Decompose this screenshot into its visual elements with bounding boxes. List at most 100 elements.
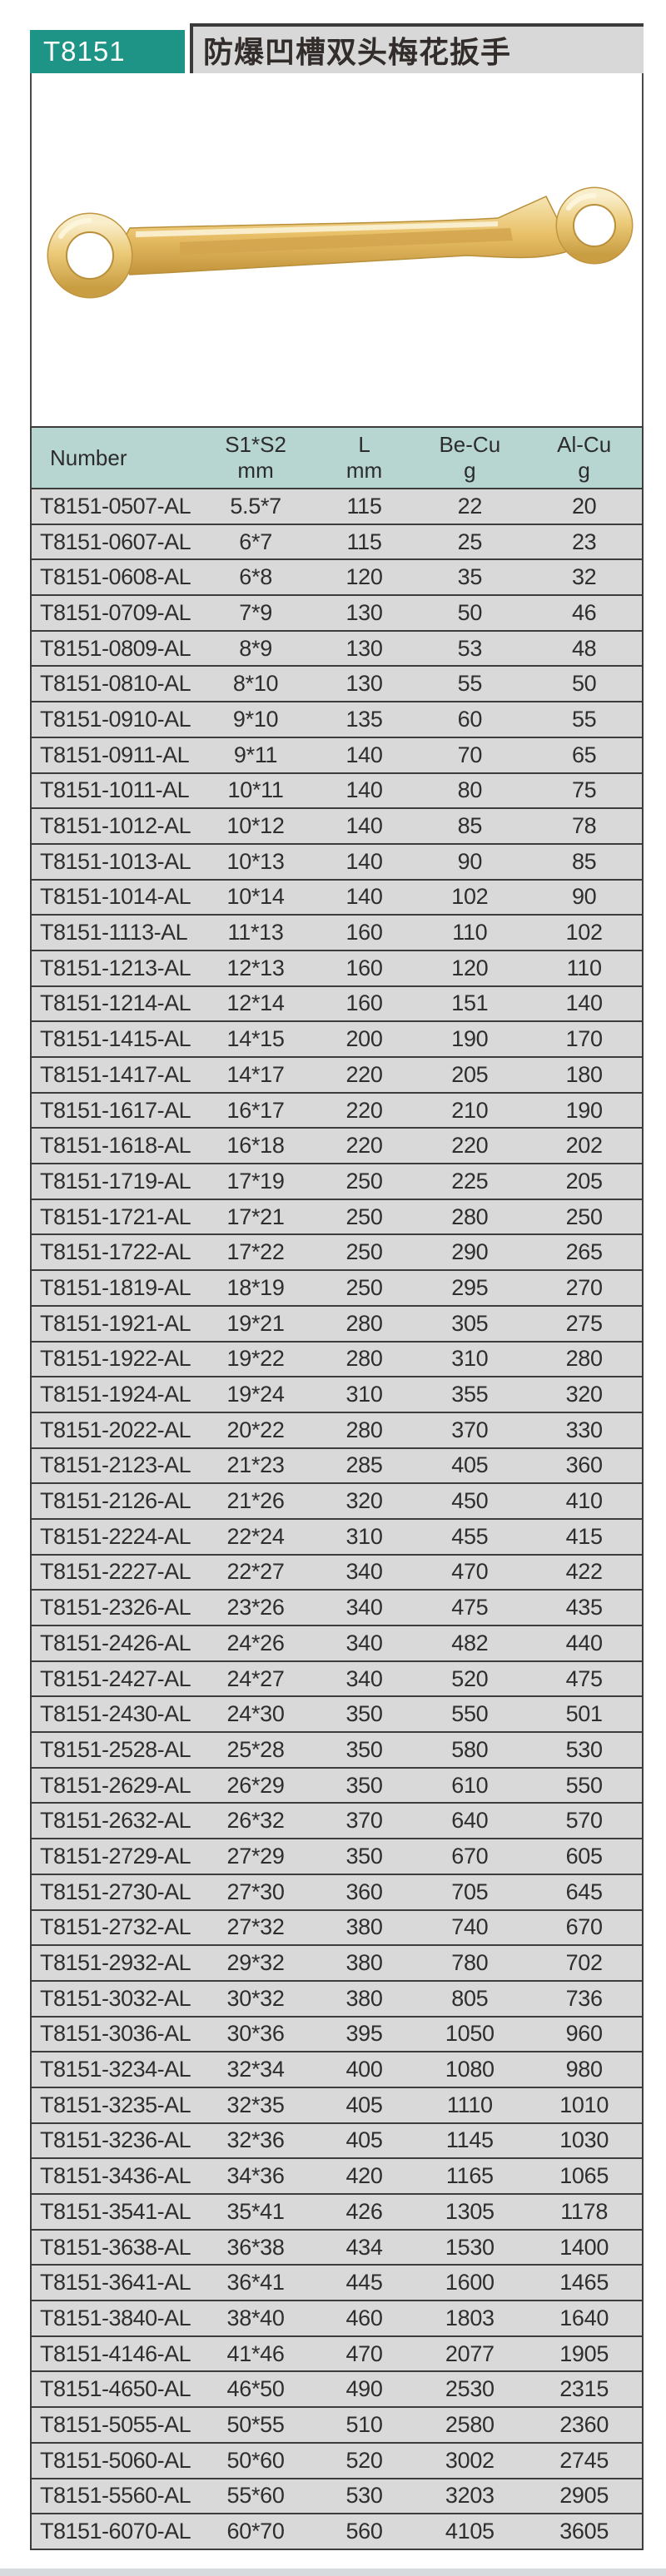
cell-value: 434 xyxy=(315,2228,414,2266)
cell-value: 29*32 xyxy=(196,1944,316,1981)
cell-value: 26*29 xyxy=(196,1766,316,1804)
cell-number: T8151-2629-AL xyxy=(31,1766,196,1804)
cell-value: 285 xyxy=(315,1447,414,1484)
cell-value: 220 xyxy=(413,1127,527,1164)
cell-value: 180 xyxy=(526,1056,643,1093)
cell-value: 170 xyxy=(526,1020,643,1057)
cell-value: 250 xyxy=(315,1198,414,1235)
col-header-alcu: Al-Cu g xyxy=(526,427,643,489)
table-row: T8151-1719-AL 17*19 250 225 205 xyxy=(31,1163,643,1199)
cell-value: 32*34 xyxy=(196,2051,316,2087)
cell-value: 295 xyxy=(413,1269,527,1306)
cell-value: 2360 xyxy=(526,2406,643,2443)
cell-value: 610 xyxy=(413,1766,527,1804)
cell-value: 340 xyxy=(315,1660,414,1697)
cell-number: T8151-1921-AL xyxy=(31,1304,196,1342)
table-row: T8151-1618-AL 16*18 220 220 202 xyxy=(31,1127,643,1164)
table-row: T8151-2730-AL 27*30 360 705 645 xyxy=(31,1873,643,1910)
cell-value: 27*32 xyxy=(196,1908,316,1946)
cell-value: 350 xyxy=(315,1838,414,1874)
col-label: Be-Cu xyxy=(439,432,501,457)
cell-value: 475 xyxy=(526,1660,643,1697)
cell-value: 14*15 xyxy=(196,1020,316,1057)
cell-value: 35*41 xyxy=(196,2193,316,2230)
cell-number: T8151-2326-AL xyxy=(31,1589,196,1626)
table-row: T8151-0810-AL 8*10 130 55 50 xyxy=(31,665,643,702)
cell-value: 705 xyxy=(413,1873,527,1910)
cell-number: T8151-2227-AL xyxy=(31,1553,196,1591)
cell-number: T8151-2022-AL xyxy=(31,1411,196,1448)
table-row: T8151-3235-AL 32*35 405 1110 1010 xyxy=(31,2086,643,2123)
cell-value: 14*17 xyxy=(196,1056,316,1093)
cell-value: 1530 xyxy=(413,2228,527,2266)
table-row: T8151-1924-AL 19*24 310 355 320 xyxy=(31,1376,643,1412)
cell-value: 50 xyxy=(526,665,643,702)
cell-value: 280 xyxy=(315,1304,414,1342)
cell-value: 12*14 xyxy=(196,985,316,1022)
cell-number: T8151-1113-AL xyxy=(31,914,196,950)
cell-number: T8151-1922-AL xyxy=(31,1340,196,1377)
cell-value: 570 xyxy=(526,1802,643,1839)
cell-number: T8151-6070-AL xyxy=(31,2513,196,2549)
cell-value: 102 xyxy=(413,878,527,916)
cell-number: T8151-0910-AL xyxy=(31,701,196,737)
table-row: T8151-1014-AL 10*14 140 102 90 xyxy=(31,878,643,916)
cell-value: 340 xyxy=(315,1553,414,1591)
table-row: T8151-2729-AL 27*29 350 670 605 xyxy=(31,1838,643,1874)
cell-value: 440 xyxy=(526,1625,643,1661)
cell-number: T8151-2932-AL xyxy=(31,1944,196,1981)
cell-value: 550 xyxy=(526,1766,643,1804)
cell-value: 30*32 xyxy=(196,1979,316,2017)
cell-value: 1803 xyxy=(413,2300,527,2336)
cell-value: 422 xyxy=(526,1553,643,1591)
cell-number: T8151-2730-AL xyxy=(31,1873,196,1910)
section-header: T8151 防爆凹槽双头梅花扳手 xyxy=(30,23,644,73)
table-row: T8151-3840-AL 38*40 460 1803 1640 xyxy=(31,2300,643,2336)
cell-value: 32 xyxy=(526,558,643,596)
cell-value: 2580 xyxy=(413,2406,527,2443)
col-unit: g xyxy=(464,458,476,483)
cell-value: 110 xyxy=(413,914,527,950)
table-row: T8151-2528-AL 25*28 350 580 530 xyxy=(31,1731,643,1768)
cell-number: T8151-2126-AL xyxy=(31,1482,196,1519)
table-row: T8151-1722-AL 17*22 250 290 265 xyxy=(31,1233,643,1271)
table-row: T8151-0709-AL 7*9 130 50 46 xyxy=(31,594,643,631)
col-header-number: Number xyxy=(31,427,196,489)
cell-value: 670 xyxy=(526,1908,643,1946)
cell-number: T8151-3234-AL xyxy=(31,2051,196,2087)
cell-value: 1065 xyxy=(526,2157,643,2194)
cell-value: 6*8 xyxy=(196,558,316,596)
cell-value: 2905 xyxy=(526,2477,643,2514)
cell-value: 140 xyxy=(315,807,414,844)
table-row: T8151-2632-AL 26*32 370 640 570 xyxy=(31,1802,643,1839)
cell-value: 190 xyxy=(526,1091,643,1129)
cell-number: T8151-1924-AL xyxy=(31,1376,196,1412)
cell-value: 85 xyxy=(526,842,643,880)
cell-value: 220 xyxy=(315,1056,414,1093)
cell-value: 78 xyxy=(526,807,643,844)
cell-value: 41*46 xyxy=(196,2335,316,2372)
cell-number: T8151-3236-AL xyxy=(31,2122,196,2159)
cell-number: T8151-0608-AL xyxy=(31,558,196,596)
cell-value: 16*17 xyxy=(196,1091,316,1129)
cell-value: 55 xyxy=(526,701,643,737)
cell-value: 605 xyxy=(526,1838,643,1874)
cell-number: T8151-1819-AL xyxy=(31,1269,196,1306)
cell-value: 80 xyxy=(413,772,527,809)
cell-value: 270 xyxy=(526,1269,643,1306)
cell-value: 130 xyxy=(315,665,414,702)
cell-value: 740 xyxy=(413,1908,527,1946)
table-row: T8151-3032-AL 30*32 380 805 736 xyxy=(31,1979,643,2017)
cell-value: 445 xyxy=(315,2264,414,2301)
col-header-s1s2: S1*S2 mm xyxy=(196,427,316,489)
model-badge: T8151 xyxy=(30,30,185,73)
table-row: T8151-1819-AL 18*19 250 295 270 xyxy=(31,1269,643,1306)
cell-value: 520 xyxy=(413,1660,527,1697)
cell-number: T8151-2430-AL xyxy=(31,1695,196,1733)
cell-number: T8151-4146-AL xyxy=(31,2335,196,2372)
cell-value: 130 xyxy=(315,629,414,667)
cell-value: 30*36 xyxy=(196,2015,316,2052)
cell-value: 380 xyxy=(315,1979,414,2017)
cell-value: 470 xyxy=(413,1553,527,1591)
cell-value: 5.5*7 xyxy=(196,488,316,524)
